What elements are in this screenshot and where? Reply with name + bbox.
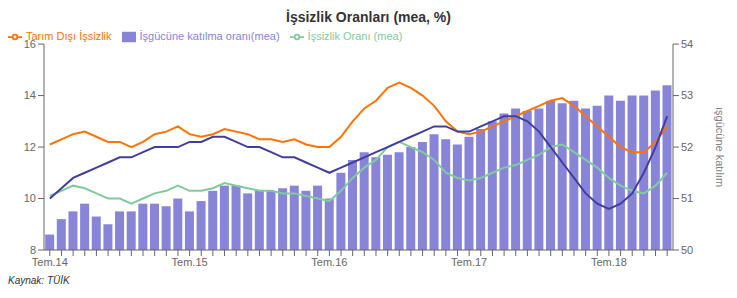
- html-text:İşgücüne katılma oranı(mea): İşgücüne katılma oranı(mea): [139, 30, 280, 42]
- html-text:İşsizlik Oranı (mea): İşsizlik Oranı (mea): [307, 30, 403, 42]
- html-text:Tarım Dışı İşsizlik: Tarım Dışı İşsizlik: [26, 30, 112, 42]
- svg-text:Tem.14: Tem.14: [32, 256, 68, 268]
- svg-text:10: 10: [24, 192, 36, 204]
- svg-text:14: 14: [24, 89, 36, 101]
- svg-text:12: 12: [24, 141, 36, 153]
- svg-text:16: 16: [24, 38, 36, 50]
- svg-text:51: 51: [681, 192, 693, 204]
- html-text:Kaynak: TÜİK: Kaynak: TÜİK: [8, 275, 70, 286]
- svg-text:Tem.16: Tem.16: [311, 256, 347, 268]
- svg-text:54: 54: [681, 38, 693, 50]
- svg-text:50: 50: [681, 244, 693, 256]
- html-text:İşsizlik Oranları (mea, %): İşsizlik Oranları (mea, %): [286, 9, 451, 25]
- svg-text:53: 53: [681, 89, 693, 101]
- svg-text:Tem.15: Tem.15: [172, 256, 208, 268]
- svg-text:52: 52: [681, 141, 693, 153]
- svg-text:Tem.18: Tem.18: [591, 256, 627, 268]
- svg-text:ışgücüne katılım: ışgücüne katılım: [714, 107, 726, 187]
- svg-text:Tem.17: Tem.17: [451, 256, 487, 268]
- svg-text:8: 8: [30, 244, 36, 256]
